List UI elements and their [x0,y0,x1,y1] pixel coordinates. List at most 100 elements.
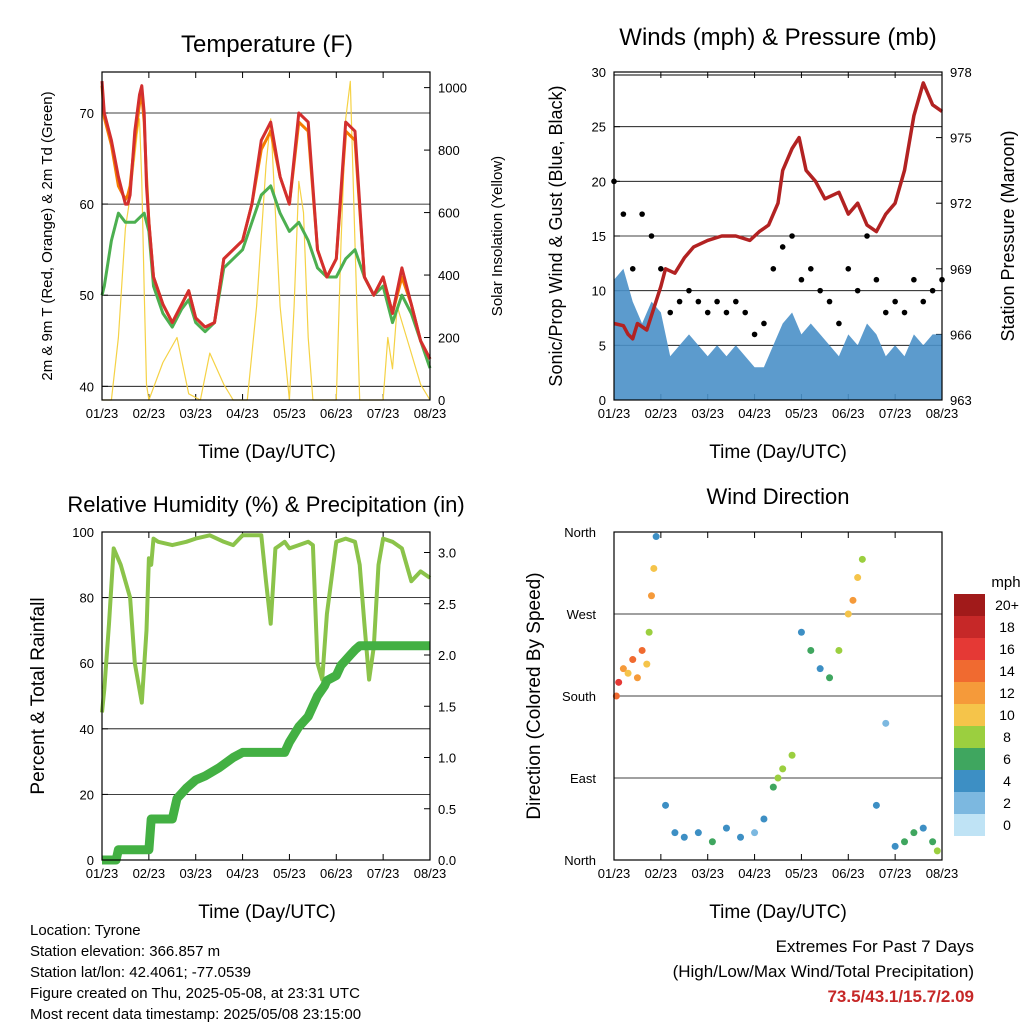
location-text: Location: Tyrone [30,922,141,939]
gust-point [620,211,627,217]
gust-point [808,266,814,272]
direction-point [671,829,679,837]
extremes-heading: Extremes For Past 7 Days [775,937,974,956]
colorbar-swatch [954,792,985,814]
extremes-values: 73.5/43.1/15.7/2.09 [827,987,974,1006]
x-tick-label: 03/23 [691,406,724,421]
x-tick-label: 03/23 [179,406,212,421]
x-tick-label: 04/23 [738,866,771,881]
relative-humidity-line [100,533,432,713]
direction-point [652,533,660,541]
gust-point [751,331,758,338]
colorbar-label: 8 [1003,729,1011,745]
y-tick-label: 0 [87,853,94,868]
gust-point [901,309,908,316]
y2-tick-label: 1.0 [438,751,456,766]
y-tick-label: 20 [80,787,94,802]
direction-point [929,838,937,846]
gust-point [648,233,655,239]
direction-point [901,838,909,846]
elevation-text: Station elevation: 366.857 m [30,943,221,960]
x-tick-label: 02/23 [133,406,166,421]
gust-point [892,298,898,305]
gust-point [686,287,692,294]
direction-point [774,774,782,782]
gust-point [911,276,917,283]
x-tick-label: 02/23 [133,866,166,881]
gust-point [667,309,674,316]
colorbar-label: 14 [999,663,1015,679]
direction-point [807,646,815,654]
plot-area: 01/23 02/23 03/23 04/23 05/23 06/23 07/23 08/23… [80,72,467,421]
direction-point [797,628,805,636]
colorbar-swatch [954,748,985,770]
x-tick-label: 01/23 [86,866,119,881]
direction-point [933,847,941,855]
y2-tick-label: 0 [438,393,445,408]
direction-point [638,646,646,654]
direction-point [849,596,857,604]
wind-speed-area [614,268,942,400]
latlon-text: Station lat/lon: 42.4061; -77.0539 [30,964,252,981]
direction-point [882,719,890,727]
recent-data-text: Most recent data timestamp: 2025/05/08 2… [30,1006,362,1023]
direction-point [643,660,651,668]
direction-point [694,829,702,837]
gust-point [873,276,880,283]
direction-point [826,674,834,682]
winds-ylabel-left: Sonic/Prop Wind & Gust (Blue, Black) [546,85,566,386]
y2-tick-label: 400 [438,268,460,283]
x-tick-label: 07/23 [367,866,400,881]
y-tick-label: 10 [592,284,606,299]
y2-tick-label: 0.0 [438,853,456,868]
gust-point [789,233,795,239]
direction-tick-label: North [564,853,596,868]
direction-point [788,751,796,759]
x-tick-label: 02/23 [645,866,678,881]
colorbar-label: 20+ [995,597,1019,613]
gust-point [798,276,805,283]
colorbar-swatch [954,726,985,748]
gust-point [817,287,823,294]
colorbar-title: mph [991,574,1020,591]
direction-point [769,783,777,791]
gust-point [639,211,645,217]
gust-point [864,233,870,239]
temperature-ylabel-right: Solar Insolation (Yellow) [489,156,506,316]
x-tick-label: 03/23 [179,866,212,881]
x-tick-label: 08/23 [414,406,447,421]
plot-border [613,531,943,861]
x-tick-label: 05/23 [785,866,818,881]
colorbar-swatch [954,770,985,792]
colorbar-swatch [954,594,985,616]
gust-point [770,266,777,272]
direction-point [919,824,927,832]
x-tick-label: 06/23 [320,866,353,881]
plot-border [101,531,431,861]
gust-point [695,298,702,305]
gust-point [723,309,730,316]
direction-point [615,678,623,686]
dewpoint-2m-line [100,184,432,369]
y2-tick-label: 1000 [438,81,467,96]
x-tick-label: 04/23 [226,866,259,881]
gust-point [761,320,767,327]
direction-tick-label: West [567,607,597,622]
y2-tick-label: 978 [950,65,972,80]
direction-ylabel-left: Direction (Colored By Speed) [524,572,545,819]
y-tick-label: 70 [80,106,94,121]
winds-title: Winds (mph) & Pressure (mb) [619,24,936,51]
humidity-xlabel: Time (Day/UTC) [198,902,336,923]
direction-point [910,829,918,837]
gust-point [845,266,852,272]
direction-tick-label: South [562,689,596,704]
y-tick-label: 60 [80,197,94,212]
colorbar-label: 12 [999,685,1015,701]
gust-point [658,266,664,272]
direction-point [760,815,768,823]
plot-area: 01/23 02/23 03/23 04/23 05/23 06/23 07/23 08/23… [592,65,972,421]
x-tick-label: 07/23 [367,406,400,421]
gust-point [779,244,786,250]
y-tick-label: 15 [592,229,606,244]
gust-point [854,287,861,294]
